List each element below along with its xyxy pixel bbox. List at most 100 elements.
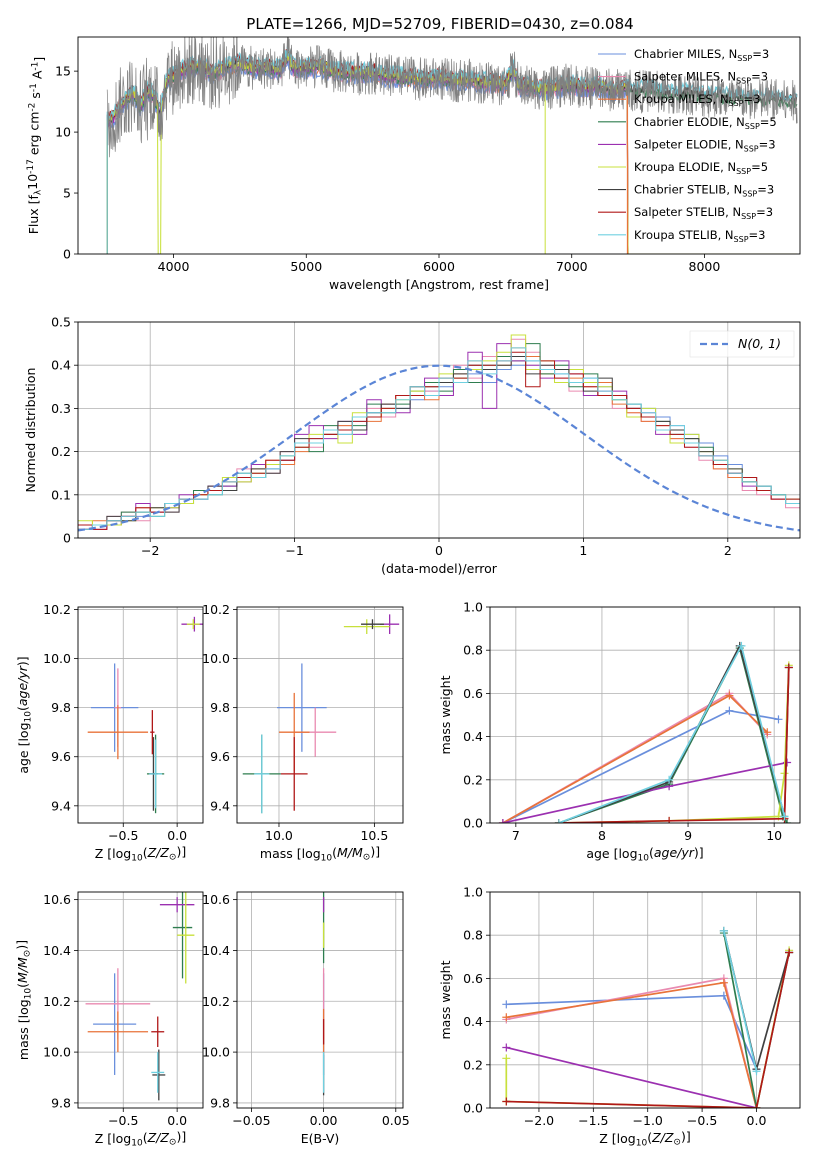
- y-tick-label: 10.0: [202, 651, 230, 666]
- plot-area: [502, 926, 794, 1108]
- y-tick-label: 0.5: [51, 315, 71, 330]
- plot-area: [85, 892, 195, 1101]
- x-tick-label: 4000: [158, 259, 190, 274]
- y-tick-label: 10.2: [43, 994, 71, 1009]
- mass-weight-marker: [784, 663, 793, 672]
- mass-weight-marker: [752, 1104, 761, 1108]
- plot-area: [498, 641, 793, 823]
- x-tick-label: −2.0: [524, 1113, 554, 1128]
- gaussian-curve: [78, 364, 800, 532]
- x-tick-label: −2: [141, 543, 159, 558]
- mass-weight-line: [506, 1046, 757, 1108]
- y-tick-label: 0.6: [463, 971, 483, 986]
- mass-weight-line: [506, 981, 758, 1108]
- x-tick-label: −0.5: [108, 1113, 138, 1128]
- x-tick-label: −1.5: [578, 1113, 608, 1128]
- x-tick-label: −1: [285, 543, 303, 558]
- y-tick-label: 0: [63, 531, 71, 546]
- y-tick-label: 0.6: [463, 686, 483, 701]
- x-tick-label: 0.05: [382, 1113, 410, 1128]
- axes-frame: [236, 891, 404, 1109]
- mass-weight-marker: [780, 769, 789, 778]
- y-tick-label: 0.2: [463, 772, 483, 787]
- histogram-series: [78, 343, 800, 530]
- x-tick-label: 7: [512, 828, 520, 843]
- histogram-series: [78, 351, 800, 530]
- x-axis-label: mass [log10​(M/M⊙​)]: [260, 844, 380, 864]
- y-tick-label: 9.4: [210, 798, 230, 813]
- y-tick-label: 9.4: [51, 798, 71, 813]
- x-tick-label: 10.0: [265, 828, 293, 843]
- legend-label: Salpeter MILES, NSSP=3: [634, 70, 768, 86]
- y-axis-label: age [log10​(age/yr)]: [15, 656, 34, 773]
- legend-label: Salpeter ELODIE, NSSP=3: [634, 137, 776, 153]
- mass-weight-marker: [665, 775, 674, 784]
- legend-label: Kroupa STELIB, NSSP=3: [634, 228, 765, 244]
- mass-weight-marker: [783, 819, 792, 823]
- mass-weight-marker: [774, 715, 783, 724]
- axes-frame: [236, 606, 404, 824]
- x-axis-label: age [log10​(age/yr)]: [586, 845, 703, 864]
- histogram-series: [78, 360, 800, 530]
- y-tick-label: 10.6: [43, 892, 71, 907]
- mass-weight-marker: [752, 1067, 761, 1076]
- x-tick-label: 9: [684, 828, 692, 843]
- y-tick-label: 15: [55, 64, 71, 79]
- mass-weight-marker: [502, 1054, 511, 1063]
- y-tick-label: 10.2: [202, 602, 230, 617]
- legend-label: Kroupa MILES, NSSP=3: [634, 92, 760, 108]
- y-tick-label: 0.1: [51, 487, 71, 502]
- x-tick-label: 0: [435, 543, 443, 558]
- plot-area: [242, 614, 400, 814]
- mass-weight-marker: [502, 1000, 511, 1009]
- weight-vs-metallicity-panel: −2.0 −1.5 −1.0 −0.5 0.0 0.0 0.2 0.4 0.6 0.8 1.0 Z […: [438, 885, 801, 1149]
- y-tick-label: 10.4: [202, 943, 230, 958]
- x-axis-label: Z [log10​(Z/Z⊙​)]: [599, 1129, 690, 1149]
- x-axis-label: wavelength [Angstrom, rest frame]: [329, 277, 549, 292]
- y-tick-label: 10.0: [202, 1045, 230, 1060]
- histogram-series: [78, 347, 800, 530]
- x-tick-label: 10.5: [360, 828, 388, 843]
- mass-weight-line: [558, 665, 790, 823]
- x-tick-label: 5000: [290, 259, 322, 274]
- mass-weight-marker: [554, 819, 563, 823]
- legend-label: Salpeter STELIB, NSSP=3: [634, 205, 773, 221]
- mass-weight-marker: [763, 728, 772, 737]
- age-vs-mass-panel: 10.0 10.5 9.4 9.6 9.8 10.0 10.2 mass [log10​(M/…: [202, 602, 404, 864]
- x-tick-label: 0.0: [167, 1113, 187, 1128]
- observed-spectrum-line: [106, 37, 798, 158]
- legend-label: Chabrier MILES, NSSP=3: [634, 47, 769, 63]
- y-tick-label: 0.2: [463, 1057, 483, 1072]
- x-tick-label: 10: [766, 828, 782, 843]
- y-tick-label: 9.6: [210, 749, 230, 764]
- mass-weight-marker: [725, 691, 734, 700]
- x-tick-label: −0.05: [232, 1113, 270, 1128]
- mass-weight-marker: [719, 978, 728, 987]
- histogram-series: [78, 338, 800, 530]
- axes-frame: [77, 321, 801, 539]
- mass-weight-marker: [780, 812, 789, 821]
- mass-weight-line: [506, 994, 758, 1070]
- x-tick-label: 1: [579, 543, 587, 558]
- y-axis-label: mass [log10​(M/M⊙​)]: [14, 940, 34, 1060]
- y-tick-label: 10.0: [43, 1045, 71, 1060]
- x-tick-label: 2: [724, 543, 732, 558]
- plot-area: [87, 616, 203, 814]
- y-tick-label: 0.0: [463, 1101, 483, 1116]
- histogram-legend-box: [689, 330, 795, 358]
- y-tick-label: 9.8: [210, 700, 230, 715]
- legend-label: Chabrier STELIB, NSSP=3: [634, 183, 774, 199]
- y-tick-label: 0.3: [51, 401, 71, 416]
- y-tick-label: 0.8: [463, 928, 483, 943]
- x-tick-label: −1.0: [633, 1113, 663, 1128]
- y-axis-label: mass weight: [438, 960, 453, 1039]
- y-axis-label: Flux [fλ​10-17​ erg cm-2​ s-1​ A-1​]: [25, 57, 46, 235]
- y-tick-label: 10.0: [43, 651, 71, 666]
- x-tick-label: 7000: [556, 259, 588, 274]
- y-tick-label: 0.2: [51, 444, 71, 459]
- y-tick-label: 9.8: [210, 1095, 230, 1110]
- mass-weight-marker: [785, 948, 794, 957]
- x-axis-label: E(B-V): [301, 1131, 340, 1146]
- legend-label: Chabrier ELODIE, NSSP=5: [634, 115, 777, 131]
